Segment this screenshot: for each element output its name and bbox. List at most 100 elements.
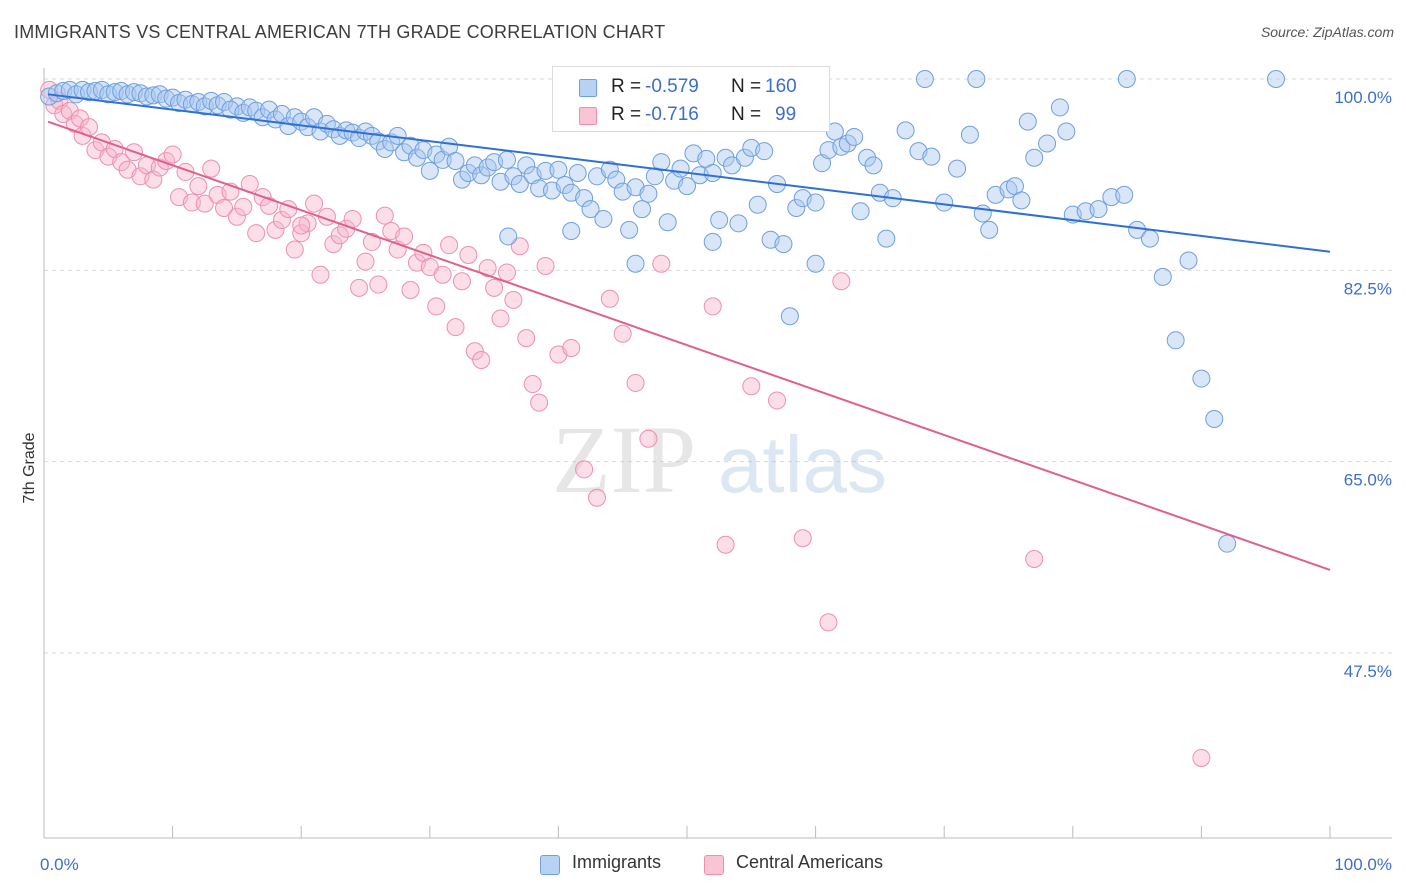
bottom-legend-swatch-pink — [704, 855, 724, 875]
data-point — [575, 460, 594, 479]
data-point — [343, 209, 362, 228]
legend-r-value: -0.579 — [645, 76, 699, 97]
data-point — [452, 272, 471, 291]
trendline — [47, 93, 1331, 253]
data-point — [716, 535, 735, 554]
data-point — [568, 164, 587, 183]
data-point — [748, 195, 767, 214]
data-point — [1140, 229, 1159, 248]
bottom-legend-label: Central Americans — [736, 852, 884, 872]
chart-title: IMMIGRANTS VS CENTRAL AMERICAN 7TH GRADE… — [14, 22, 666, 42]
data-point — [305, 194, 324, 213]
legend-r-label: R = — [611, 104, 642, 125]
data-point — [292, 216, 311, 235]
watermark: ZIP atlas — [552, 406, 887, 513]
data-point — [967, 70, 986, 88]
legend-swatch-blue — [579, 79, 597, 97]
data-point — [813, 154, 832, 173]
data-point — [1025, 549, 1044, 568]
data-point — [420, 161, 439, 180]
data-point — [356, 252, 375, 271]
data-point — [1038, 134, 1057, 153]
legend-n-label: N = — [731, 76, 762, 97]
data-point — [459, 246, 478, 265]
data-point — [215, 199, 234, 218]
data-point — [472, 166, 491, 185]
data-point — [742, 377, 761, 396]
data-point — [935, 193, 954, 212]
data-point — [806, 254, 825, 273]
data-point — [632, 200, 651, 219]
grid-lines — [44, 78, 1392, 654]
data-point — [504, 167, 523, 186]
data-point — [234, 197, 253, 216]
axes — [43, 68, 1392, 839]
bottom-legend-label: Immigrants — [572, 852, 662, 872]
data-point — [613, 324, 632, 343]
data-point — [960, 125, 979, 144]
data-point — [485, 278, 504, 297]
data-point — [1179, 251, 1198, 270]
data-point — [536, 161, 555, 180]
data-point — [678, 177, 696, 196]
data-point — [202, 159, 221, 178]
central-americans-points — [40, 80, 1211, 767]
data-point — [478, 259, 497, 278]
data-point — [330, 226, 349, 245]
data-point — [658, 213, 677, 232]
data-point — [292, 224, 311, 243]
data-point — [1205, 410, 1224, 429]
data-point — [195, 194, 214, 213]
data-point — [163, 145, 182, 164]
data-point — [427, 297, 446, 316]
y-tick-label: 100.0% — [1334, 88, 1392, 107]
data-point — [735, 148, 754, 167]
data-point — [671, 159, 690, 178]
data-point — [1025, 148, 1044, 167]
data-point — [1192, 369, 1211, 388]
y-tick-label: 47.5% — [1344, 662, 1392, 681]
legend-r-value: -0.716 — [645, 104, 699, 125]
data-point — [369, 275, 388, 294]
data-point — [639, 184, 658, 203]
data-point — [1115, 185, 1134, 204]
data-point — [401, 281, 420, 300]
data-point — [260, 196, 279, 215]
data-point — [980, 220, 999, 239]
data-point — [587, 488, 606, 507]
data-point — [594, 209, 613, 228]
data-point — [896, 121, 915, 140]
data-point — [774, 235, 793, 254]
data-point — [375, 139, 394, 158]
data-point — [266, 220, 285, 239]
x-tick-label: 0.0% — [40, 855, 79, 874]
data-point — [491, 309, 510, 328]
data-point — [510, 174, 529, 193]
data-point — [1018, 112, 1037, 131]
legend-n-value: 99 — [775, 104, 797, 125]
data-point — [118, 85, 137, 104]
legend-n-label: N = — [731, 104, 762, 125]
data-point — [710, 211, 729, 230]
y-tick-labels: 100.0% 82.5% 65.0% 47.5% — [1334, 88, 1392, 681]
legend-row-central-americans: R = -0.716 N = 99 — [553, 101, 829, 129]
data-point — [703, 232, 722, 251]
data-point — [877, 229, 896, 248]
data-point — [787, 199, 806, 218]
data-point — [562, 338, 581, 357]
data-point — [1050, 98, 1069, 117]
data-point — [285, 240, 304, 259]
legend-r-label: R = — [611, 76, 642, 97]
data-point — [780, 307, 799, 326]
data-point — [555, 176, 574, 195]
data-point — [1153, 267, 1172, 286]
data-point — [858, 148, 877, 167]
watermark-zip: ZIP — [552, 406, 696, 513]
data-point — [497, 263, 516, 282]
legend-swatch-pink — [579, 107, 597, 125]
data-point — [652, 254, 671, 273]
data-point — [626, 373, 645, 392]
data-point — [517, 156, 536, 175]
data-point — [440, 236, 459, 255]
